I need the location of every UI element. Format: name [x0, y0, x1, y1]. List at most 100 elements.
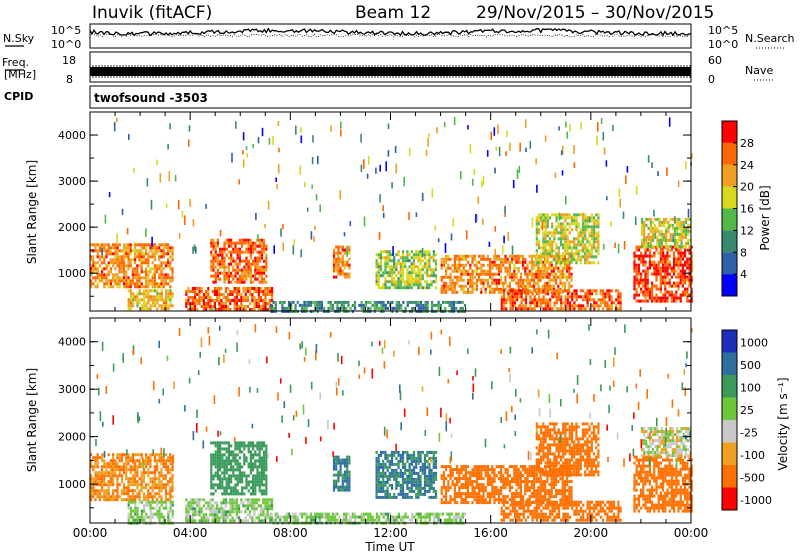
echo-cell	[331, 306, 335, 310]
echo-cell	[207, 504, 210, 508]
echo-cell	[573, 213, 576, 217]
echo-cell	[120, 456, 123, 460]
echo-cell	[231, 516, 234, 520]
echo-cell	[531, 217, 534, 228]
echo-cell	[673, 244, 677, 248]
echo-cell	[254, 453, 257, 457]
echo-cell	[442, 275, 445, 279]
echo-cell	[165, 298, 168, 302]
echo-cell	[230, 486, 233, 490]
echo-cell	[540, 219, 543, 223]
echo-cell	[162, 243, 165, 247]
echo-cell	[229, 290, 232, 293]
echo-cell	[264, 516, 267, 520]
echo-cell	[332, 464, 336, 468]
echo-cell	[566, 216, 569, 220]
echo-cell	[640, 275, 643, 279]
echo-cell	[637, 269, 640, 273]
echo-cell	[223, 259, 226, 263]
echo-cell	[509, 304, 512, 308]
echo-cell	[140, 474, 143, 478]
echo-cell	[92, 486, 95, 490]
echo-cell	[158, 453, 161, 457]
echo-cell	[449, 257, 452, 261]
echo-cell	[129, 483, 132, 487]
echo-cell	[671, 223, 674, 227]
echo-cell	[138, 282, 141, 286]
echo-cell	[537, 246, 541, 250]
echo-cell	[234, 268, 237, 272]
echo-cell	[559, 237, 563, 241]
echo-cell	[434, 286, 438, 290]
echo-cell	[673, 254, 676, 258]
echo-cell	[142, 498, 145, 502]
echo-cell	[116, 264, 119, 268]
echo-cell	[382, 300, 385, 304]
echo-cell	[608, 307, 611, 311]
echo-cell	[688, 299, 691, 303]
echo-cell	[371, 303, 374, 307]
echo-cell	[480, 254, 483, 258]
echo-cell	[234, 486, 237, 490]
echo-cell	[265, 492, 268, 496]
echo-cell	[225, 462, 228, 466]
echo-cell	[386, 280, 389, 284]
echo-cell	[238, 299, 241, 302]
echo-cell	[243, 274, 246, 278]
echo-cell	[339, 245, 342, 249]
echo-cell	[668, 293, 671, 297]
echo-cell	[518, 292, 521, 296]
echo-cell	[300, 249, 302, 258]
echo-cell	[153, 267, 156, 271]
echo-cell	[428, 286, 431, 290]
echo-cell	[260, 280, 263, 284]
echo-cell	[260, 238, 263, 242]
echo-cell	[134, 298, 137, 302]
echo-cell	[529, 304, 532, 308]
echo-cell	[563, 266, 566, 270]
echo-cell	[531, 292, 534, 296]
echo-cell	[445, 254, 448, 258]
echo-cell	[247, 474, 250, 478]
echo-cell	[171, 503, 174, 507]
echo-cell	[246, 296, 249, 299]
echo-cell	[187, 299, 190, 302]
echo-cell	[686, 266, 689, 270]
echo-cell	[615, 298, 618, 302]
echo-cell	[669, 217, 672, 221]
echo-cell	[253, 305, 256, 308]
echo-cell	[212, 259, 215, 263]
echo-cell	[251, 287, 254, 290]
echo-cell	[187, 287, 190, 290]
echo-cell	[415, 277, 418, 281]
echo-cell	[205, 507, 208, 511]
echo-cell	[573, 222, 576, 226]
echo-cell	[96, 453, 99, 457]
echo-cell	[597, 237, 600, 241]
echo-cell	[169, 249, 172, 253]
echo-cell	[92, 267, 95, 271]
echo-cell	[92, 489, 95, 493]
echo-cell	[635, 263, 638, 267]
echo-cell	[388, 274, 391, 278]
echo-cell	[684, 254, 687, 258]
echo-cell	[283, 306, 286, 310]
echo-cell	[245, 268, 248, 272]
echo-cell	[260, 247, 263, 251]
echo-cell	[244, 516, 247, 520]
echo-cell	[676, 244, 679, 248]
echo-cell	[565, 195, 567, 205]
echo-cell	[562, 228, 565, 232]
echo-cell	[260, 462, 263, 466]
echo-cell	[164, 492, 167, 496]
echo-cell	[640, 287, 643, 291]
echo-cell	[671, 226, 674, 230]
echo-cell	[246, 519, 249, 523]
echo-cell	[156, 246, 159, 250]
echo-cell	[227, 510, 230, 514]
echo-cell	[502, 260, 505, 264]
echo-cell	[125, 279, 128, 283]
echo-cell	[542, 246, 545, 250]
echo-cell	[573, 219, 576, 223]
echo-cell	[406, 250, 409, 254]
